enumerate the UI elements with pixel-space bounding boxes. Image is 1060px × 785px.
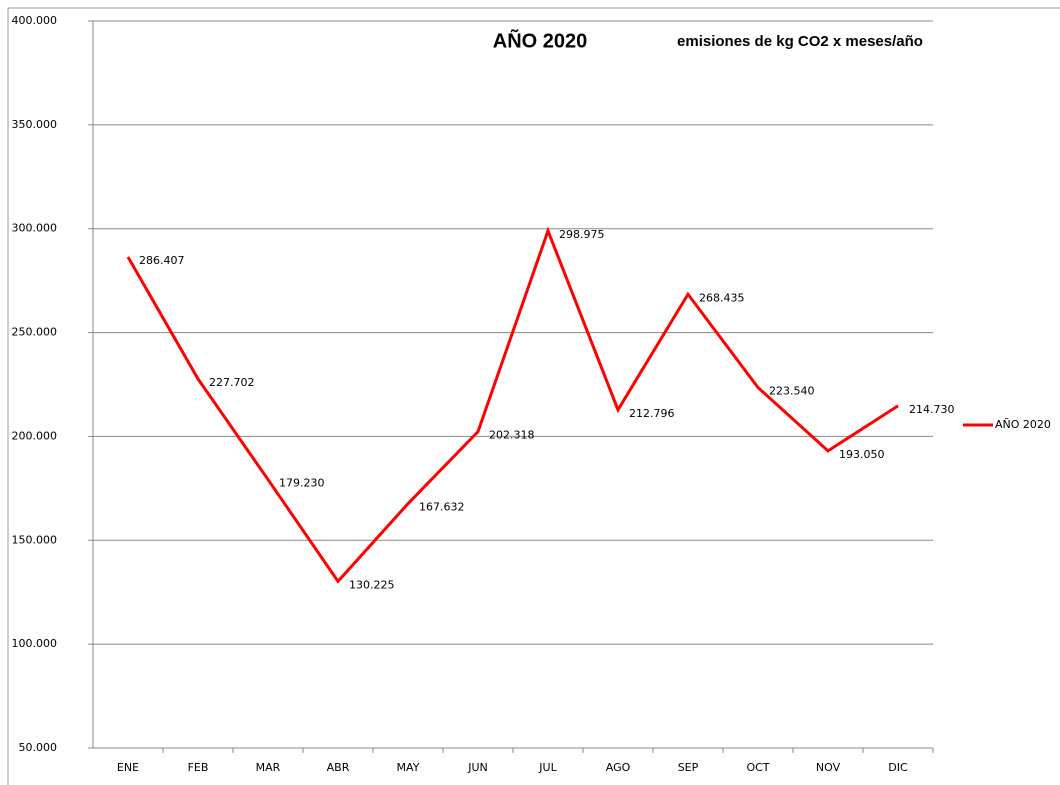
x-tick-label: ENE: [117, 761, 139, 774]
data-label: 193.050: [839, 448, 885, 461]
y-tick-label: 350.000: [12, 118, 58, 131]
data-label: 214.730: [909, 403, 955, 416]
data-label: 298.975: [559, 228, 605, 241]
data-label: 202.318: [489, 429, 535, 442]
data-label: 227.702: [209, 376, 255, 389]
x-tick-label: AGO: [606, 761, 631, 774]
data-label: 286.407: [139, 254, 185, 267]
y-tick-label: 250.000: [12, 326, 58, 339]
x-tick-label: NOV: [816, 761, 841, 774]
x-tick-label: ABR: [327, 761, 350, 774]
x-tick-label: JUN: [467, 761, 488, 774]
chart-title: AÑO 2020: [493, 29, 588, 52]
y-tick-label: 400.000: [12, 14, 58, 27]
data-label: 212.796: [629, 407, 675, 420]
y-tick-label: 50.000: [19, 741, 58, 754]
x-tick-label: MAR: [256, 761, 281, 774]
data-label: 268.435: [699, 291, 745, 304]
data-label: 130.225: [349, 578, 395, 591]
x-tick-label: FEB: [188, 761, 209, 774]
y-tick-label: 200.000: [12, 429, 58, 442]
x-tick-label: OCT: [746, 761, 769, 774]
data-label: 179.230: [279, 477, 325, 490]
y-tick-label: 100.000: [12, 637, 58, 650]
x-tick-label: JUL: [538, 761, 557, 774]
data-label: 223.540: [769, 385, 815, 398]
data-line: [126, 226, 899, 584]
data-label: 167.632: [419, 501, 465, 514]
chart-subtitle: emisiones de kg CO2 x meses/año: [677, 33, 923, 50]
y-tick-label: 300.000: [12, 222, 58, 235]
x-tick-label: MAY: [397, 761, 420, 774]
y-tick-label: 150.000: [12, 533, 58, 546]
x-tick-label: DIC: [888, 761, 908, 774]
x-tick-label: SEP: [678, 761, 699, 774]
legend-label: AÑO 2020: [995, 418, 1051, 431]
